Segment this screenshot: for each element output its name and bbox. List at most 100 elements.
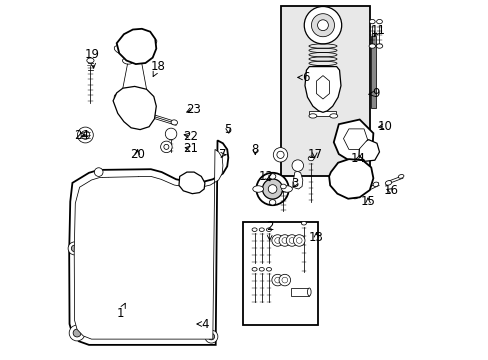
Ellipse shape: [251, 267, 257, 271]
Ellipse shape: [114, 46, 124, 54]
Polygon shape: [69, 140, 228, 345]
Circle shape: [204, 330, 218, 343]
Ellipse shape: [376, 19, 382, 24]
Ellipse shape: [251, 228, 257, 231]
Text: 6: 6: [297, 71, 309, 84]
Ellipse shape: [148, 39, 157, 46]
Ellipse shape: [269, 200, 275, 205]
Circle shape: [262, 179, 282, 199]
Text: 24: 24: [74, 129, 89, 141]
Ellipse shape: [368, 19, 374, 24]
Ellipse shape: [171, 120, 177, 125]
Circle shape: [69, 325, 85, 341]
Circle shape: [183, 184, 189, 190]
Text: 1: 1: [116, 303, 125, 320]
Ellipse shape: [385, 181, 391, 185]
Circle shape: [194, 184, 200, 190]
Ellipse shape: [280, 184, 285, 189]
Circle shape: [370, 145, 376, 150]
Polygon shape: [292, 171, 302, 189]
Circle shape: [350, 172, 359, 181]
Ellipse shape: [281, 186, 292, 192]
Ellipse shape: [87, 58, 94, 63]
Polygon shape: [328, 159, 373, 199]
Ellipse shape: [307, 288, 310, 296]
Circle shape: [362, 146, 370, 155]
Text: 20: 20: [129, 148, 144, 161]
Circle shape: [208, 333, 214, 340]
Circle shape: [68, 242, 81, 255]
Ellipse shape: [176, 321, 197, 327]
Text: 11: 11: [369, 24, 385, 37]
Polygon shape: [117, 29, 156, 64]
Polygon shape: [316, 76, 329, 99]
Ellipse shape: [307, 156, 313, 161]
Polygon shape: [305, 67, 340, 112]
Bar: [280, 6, 369, 176]
Text: 18: 18: [150, 60, 165, 77]
Polygon shape: [113, 86, 156, 130]
Circle shape: [81, 131, 89, 139]
Circle shape: [356, 137, 362, 143]
Circle shape: [268, 185, 276, 193]
Ellipse shape: [252, 186, 263, 192]
Circle shape: [71, 245, 78, 252]
Circle shape: [273, 148, 287, 162]
Circle shape: [362, 130, 367, 136]
Text: 23: 23: [185, 103, 201, 116]
Circle shape: [127, 39, 143, 55]
Text: 22: 22: [183, 130, 198, 143]
Ellipse shape: [351, 194, 358, 199]
Text: 9: 9: [368, 87, 379, 100]
Text: 21: 21: [183, 142, 198, 155]
Polygon shape: [358, 140, 379, 161]
Text: 2: 2: [265, 220, 273, 240]
Circle shape: [279, 274, 290, 286]
Circle shape: [160, 141, 172, 153]
Polygon shape: [333, 120, 373, 162]
Circle shape: [77, 127, 93, 143]
Circle shape: [94, 168, 103, 176]
Circle shape: [355, 184, 362, 191]
Circle shape: [114, 94, 121, 101]
Bar: [243, 222, 317, 325]
Circle shape: [311, 14, 334, 37]
Ellipse shape: [141, 108, 149, 119]
Circle shape: [271, 274, 283, 286]
Bar: [179, 193, 206, 202]
Text: 8: 8: [251, 143, 259, 156]
Circle shape: [256, 173, 288, 205]
Circle shape: [317, 20, 328, 31]
Ellipse shape: [368, 44, 375, 48]
Ellipse shape: [122, 58, 132, 64]
Polygon shape: [179, 172, 204, 194]
Circle shape: [181, 318, 192, 330]
Ellipse shape: [266, 267, 271, 271]
Polygon shape: [343, 129, 367, 149]
Ellipse shape: [301, 221, 306, 225]
Circle shape: [123, 98, 143, 118]
Circle shape: [304, 6, 341, 44]
Ellipse shape: [397, 175, 403, 178]
Ellipse shape: [259, 267, 264, 271]
Circle shape: [291, 160, 303, 171]
Text: 7: 7: [219, 148, 226, 161]
Ellipse shape: [266, 228, 271, 231]
Circle shape: [121, 32, 151, 62]
Bar: [290, 288, 309, 296]
Text: 5: 5: [224, 123, 231, 136]
Text: 13: 13: [308, 231, 323, 244]
Circle shape: [285, 235, 297, 246]
Circle shape: [348, 135, 355, 142]
Bar: [309, 111, 336, 116]
Text: 15: 15: [360, 195, 375, 208]
Text: 3: 3: [291, 177, 298, 190]
Text: 10: 10: [377, 120, 391, 132]
Ellipse shape: [259, 228, 264, 231]
Circle shape: [336, 169, 350, 184]
Circle shape: [177, 314, 197, 334]
Circle shape: [271, 235, 283, 246]
Circle shape: [73, 329, 81, 337]
Circle shape: [165, 128, 177, 140]
Text: 4: 4: [197, 318, 208, 330]
